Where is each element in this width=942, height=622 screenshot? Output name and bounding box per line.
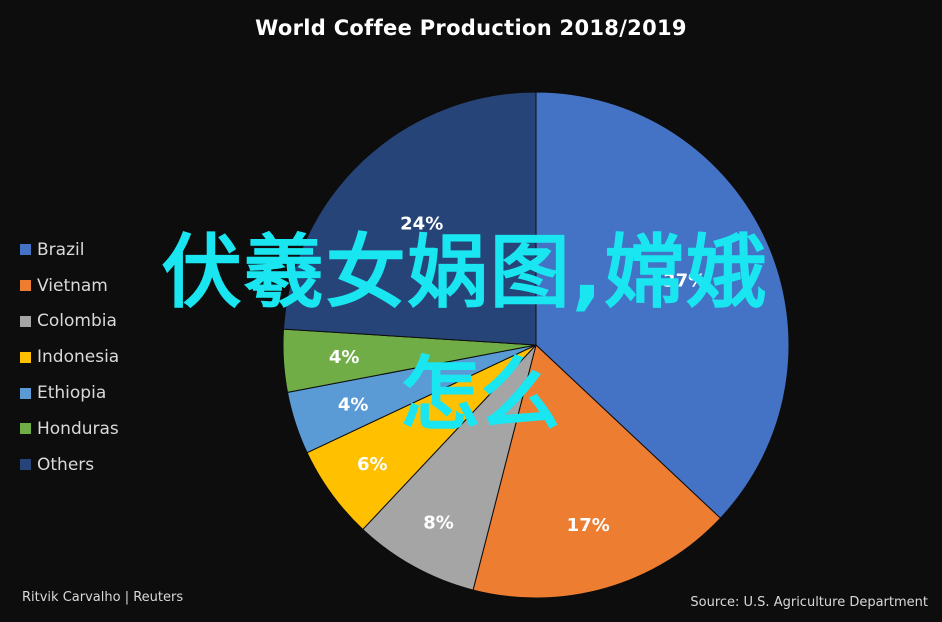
pie-slice-others <box>282 91 537 346</box>
legend: Brazil Vietnam Colombia Indonesia Ethiop… <box>20 232 119 483</box>
legend-item-brazil: Brazil <box>20 232 119 268</box>
pie-slice-vietnam <box>472 344 722 599</box>
legend-swatch-indonesia <box>20 351 31 363</box>
legend-label: Brazil <box>37 239 85 260</box>
legend-label: Ethiopia <box>37 383 107 404</box>
legend-label: Honduras <box>37 418 119 439</box>
data-label-vietnam: 17% <box>567 515 610 536</box>
data-label-others: 24% <box>400 213 443 234</box>
legend-item-ethiopia: Ethiopia <box>20 375 119 411</box>
pie-slice-colombia <box>362 344 537 591</box>
legend-swatch-colombia <box>20 315 31 327</box>
legend-item-others: Others <box>20 447 119 483</box>
legend-item-colombia: Colombia <box>20 304 119 340</box>
legend-item-indonesia: Indonesia <box>20 339 119 375</box>
data-label-brazil: 37% <box>663 271 706 292</box>
data-label-indonesia: 6% <box>357 454 388 475</box>
legend-swatch-honduras <box>20 423 31 435</box>
legend-label: Vietnam <box>37 275 108 296</box>
source-note: Source: U.S. Agriculture Department <box>690 595 928 610</box>
data-label-ethiopia: 4% <box>338 394 369 415</box>
legend-label: Indonesia <box>37 347 120 368</box>
author-credit: Ritvik Carvalho | Reuters <box>22 590 184 605</box>
chart-title: World Coffee Production 2018/2019 <box>255 16 687 40</box>
legend-label: Others <box>37 454 95 475</box>
legend-swatch-brazil <box>20 244 31 256</box>
data-label-honduras: 4% <box>329 347 360 368</box>
legend-item-vietnam: Vietnam <box>20 268 119 304</box>
legend-label: Colombia <box>37 311 117 332</box>
data-label-colombia: 8% <box>423 512 454 533</box>
legend-swatch-others <box>20 459 31 471</box>
legend-swatch-vietnam <box>20 280 31 292</box>
legend-swatch-ethiopia <box>20 387 31 399</box>
legend-item-honduras: Honduras <box>20 411 119 447</box>
pie-slice-brazil <box>535 91 790 519</box>
